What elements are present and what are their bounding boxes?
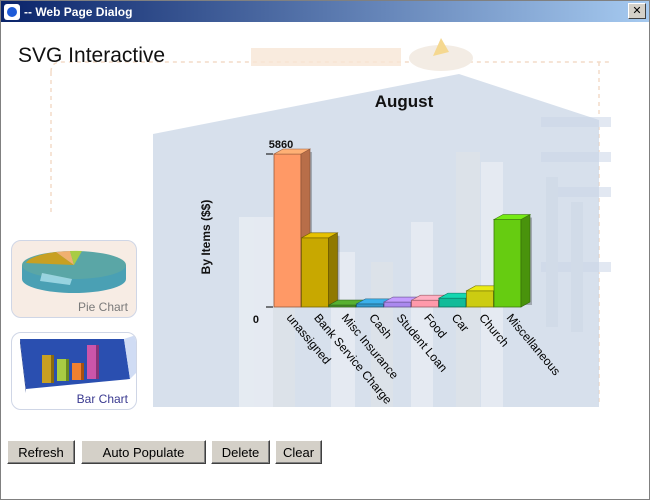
bar-bank-service-charge[interactable] [300, 232, 340, 308]
window-title: -- Web Page Dialog [24, 4, 133, 19]
y-tick-label: 0 [253, 314, 259, 326]
title-bar: -- Web Page Dialog ✕ [1, 1, 649, 22]
bar-top [272, 148, 312, 155]
clear-button[interactable]: Clear [275, 440, 322, 464]
delete-button[interactable]: Delete [211, 440, 270, 464]
bar-top [300, 232, 339, 239]
dialog-content: SVG Interactive Pie Chart [1, 22, 649, 499]
bar-front [493, 219, 522, 308]
bar-chart-label: Bar Chart [76, 392, 128, 406]
bar-front [383, 301, 412, 308]
close-button[interactable]: ✕ [628, 3, 646, 19]
ie-icon [4, 3, 20, 20]
bar-side [520, 214, 531, 308]
bar-miscellaneous[interactable] [492, 214, 532, 308]
bar-front [356, 303, 384, 308]
bar-misc-insurance[interactable] [327, 299, 367, 308]
auto-populate-button[interactable]: Auto Populate [81, 440, 206, 464]
bar-chart-icon [20, 335, 136, 393]
pie-chart-icon [22, 250, 126, 293]
bar-top [492, 214, 532, 220]
bar-front [438, 297, 467, 308]
bar-front [273, 153, 302, 308]
bar-front [466, 290, 494, 308]
chart-panel [153, 74, 599, 407]
app-title: SVG Interactive [18, 44, 166, 67]
pie-chart-thumbnail[interactable]: Pie Chart [11, 240, 137, 318]
bar-chart-thumbnail[interactable]: Bar Chart [11, 332, 137, 410]
chart-title: August [375, 92, 434, 111]
bar-front [411, 299, 439, 308]
refresh-button[interactable]: Refresh [7, 440, 75, 464]
y-axis-label: By Items ($$) [199, 200, 213, 275]
y-tick-label: 5860 [269, 139, 293, 151]
pie-chart-label: Pie Chart [77, 300, 128, 314]
bar-side [328, 232, 338, 308]
bar-front [301, 237, 329, 308]
